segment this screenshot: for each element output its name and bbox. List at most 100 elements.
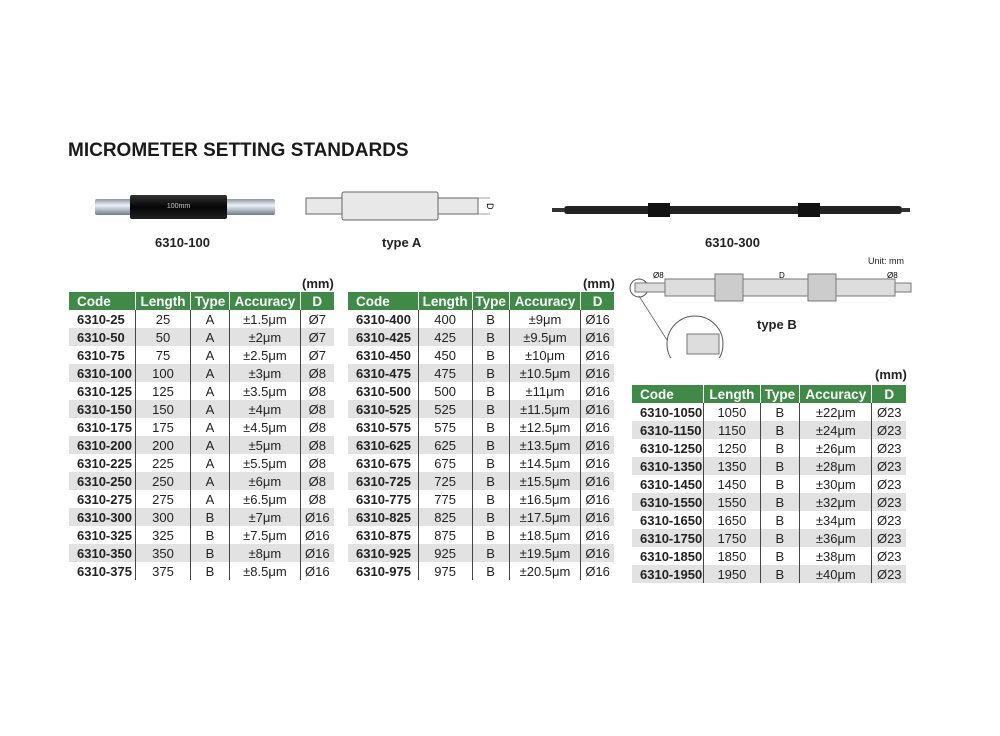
table-row: 6310-1750 1750 B ±36μm Ø23 <box>632 529 906 547</box>
spec-table-1: Code Length Type Accuracy D 6310-25 25 A ±1.5μm Ø… <box>69 292 334 580</box>
table-cell: 1950 <box>703 565 761 583</box>
table-cell: 350 <box>135 544 191 562</box>
table-cell: B <box>759 529 800 547</box>
table-cell: B <box>471 526 510 544</box>
table-cell: 6310-450 <box>348 346 419 364</box>
table-cell: 6310-425 <box>348 328 419 346</box>
table-cell: 575 <box>417 418 473 436</box>
table-cell: Ø8 <box>299 364 334 382</box>
table-row: 6310-175 175 A ±4.5μm Ø8 <box>69 418 334 436</box>
table-cell: ±15.5μm <box>508 472 581 490</box>
table-cell: 375 <box>135 562 191 580</box>
table-cell: ±34μm <box>799 511 872 529</box>
table-cell: ±36μm <box>799 529 872 547</box>
caption-6310-300: 6310-300 <box>705 235 760 250</box>
table-cell: 6310-375 <box>69 562 136 580</box>
dim-d8-left: Ø8 <box>653 271 664 280</box>
column-header: Length <box>417 292 473 310</box>
table-row: 6310-375 375 B ±8.5μm Ø16 <box>69 562 334 580</box>
table-cell: Ø7 <box>299 328 334 346</box>
table-cell: ±38μm <box>799 547 872 565</box>
table-cell: Ø8 <box>299 400 334 418</box>
table-cell: Ø16 <box>580 310 614 328</box>
table-cell: 6310-1150 <box>632 421 704 439</box>
table-cell: 6310-100 <box>69 364 136 382</box>
column-header: Code <box>69 292 136 310</box>
table-cell: Ø8 <box>299 472 334 490</box>
table-cell: 1550 <box>703 493 761 511</box>
table-cell: 150 <box>135 400 191 418</box>
column-header: D <box>871 385 906 403</box>
table-cell: B <box>759 493 800 511</box>
table-cell: ±40μm <box>799 565 872 583</box>
table-cell: Ø23 <box>871 421 906 439</box>
table-row: 6310-75 75 A ±2.5μm Ø7 <box>69 346 334 364</box>
table-cell: B <box>189 508 230 526</box>
table-cell: B <box>471 346 510 364</box>
table-cell: 6310-125 <box>69 382 136 400</box>
table-cell: 25 <box>135 310 191 328</box>
table-cell: B <box>759 457 800 475</box>
table-cell: B <box>759 403 800 421</box>
table-cell: 1050 <box>703 403 761 421</box>
table-cell: 6310-325 <box>69 526 136 544</box>
table-cell: ±13.5μm <box>508 436 581 454</box>
table-row: 6310-1150 1150 B ±24μm Ø23 <box>632 421 906 439</box>
table-cell: Ø23 <box>871 457 906 475</box>
table-row: 6310-300 300 B ±7μm Ø16 <box>69 508 334 526</box>
table-cell: A <box>189 436 230 454</box>
table-cell: ±30μm <box>799 475 872 493</box>
table-row: 6310-25 25 A ±1.5μm Ø7 <box>69 310 334 328</box>
table-row: 6310-400 400 B ±9μm Ø16 <box>348 310 614 328</box>
standard-photo-6310-100: 100mm <box>95 195 275 219</box>
unit-label-1: (mm) <box>302 276 334 291</box>
table-cell: ±11.5μm <box>508 400 581 418</box>
table-cell: B <box>759 475 800 493</box>
table-cell: Ø23 <box>871 529 906 547</box>
table-row: 6310-1650 1650 B ±34μm Ø23 <box>632 511 906 529</box>
column-header: Accuracy <box>229 292 301 310</box>
table-row: 6310-450 450 B ±10μm Ø16 <box>348 346 614 364</box>
table-cell: B <box>189 544 230 562</box>
table-cell: Ø8 <box>299 418 334 436</box>
table-cell: 625 <box>417 436 473 454</box>
column-header: Accuracy <box>508 292 581 310</box>
table-cell: 525 <box>417 400 473 418</box>
table-cell: B <box>471 364 510 382</box>
table-cell: 275 <box>135 490 191 508</box>
table-row: 6310-525 525 B ±11.5μm Ø16 <box>348 400 614 418</box>
table-cell: 6310-1350 <box>632 457 704 475</box>
table-cell: B <box>471 328 510 346</box>
table-cell: 6310-525 <box>348 400 419 418</box>
table-cell: 6310-725 <box>348 472 419 490</box>
table-row: 6310-975 975 B ±20.5μm Ø16 <box>348 562 614 580</box>
table-row: 6310-1050 1050 B ±22μm Ø23 <box>632 403 906 421</box>
table-cell: Ø7 <box>299 310 334 328</box>
table-cell: 6310-300 <box>69 508 136 526</box>
table-cell: 6310-975 <box>348 562 419 580</box>
table-cell: Ø16 <box>299 562 334 580</box>
table-cell: ±7.5μm <box>229 526 301 544</box>
column-header: Length <box>703 385 761 403</box>
table-cell: Ø16 <box>580 364 614 382</box>
table-cell: Ø8 <box>299 382 334 400</box>
table-row: 6310-425 425 B ±9.5μm Ø16 <box>348 328 614 346</box>
table-cell: Ø23 <box>871 565 906 583</box>
table-cell: Ø23 <box>871 511 906 529</box>
table-cell: 675 <box>417 454 473 472</box>
spec-table-2: Code Length Type Accuracy D 6310-400 400 B ±9μm Ø… <box>348 292 614 580</box>
table-cell: Ø16 <box>580 490 614 508</box>
table-cell: 6310-875 <box>348 526 419 544</box>
table-cell: A <box>189 310 230 328</box>
table-cell: Ø16 <box>580 328 614 346</box>
table-cell: 6310-775 <box>348 490 419 508</box>
table-cell: 975 <box>417 562 473 580</box>
unit-label-3: (mm) <box>875 367 907 382</box>
table-cell: Ø16 <box>299 526 334 544</box>
table-row: 6310-100 100 A ±3μm Ø8 <box>69 364 334 382</box>
table-cell: 6310-1550 <box>632 493 704 511</box>
table-row: 6310-1550 1550 B ±32μm Ø23 <box>632 493 906 511</box>
table-cell: 925 <box>417 544 473 562</box>
table-cell: 1350 <box>703 457 761 475</box>
table-row: 6310-200 200 A ±5μm Ø8 <box>69 436 334 454</box>
